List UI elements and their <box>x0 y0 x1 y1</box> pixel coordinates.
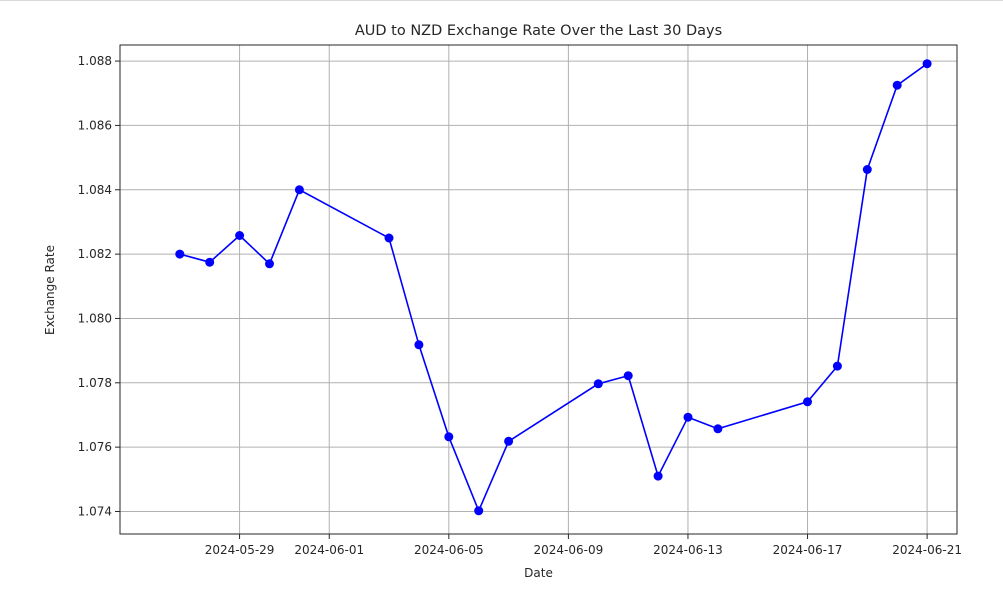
x-tick-label: 2024-06-13 <box>653 543 723 557</box>
data-point <box>504 436 514 446</box>
grid-lines <box>120 45 957 534</box>
y-axis-label: Exchange Rate <box>43 245 57 335</box>
data-point <box>623 371 633 381</box>
y-tick-label: 1.078 <box>78 376 112 390</box>
data-point <box>713 424 723 434</box>
data-point <box>892 80 902 90</box>
data-point <box>862 165 872 174</box>
x-tick-label: 2024-05-29 <box>205 543 275 557</box>
x-axis-label: Date <box>524 566 553 580</box>
data-point <box>593 379 603 389</box>
y-tick-label: 1.084 <box>78 183 112 197</box>
axis-tick-labels: 2024-05-29 2024-06-01 2024-06-05 2024-06-09… <box>78 54 962 557</box>
x-tick-label: 2024-06-05 <box>414 543 484 557</box>
series-line <box>179 63 928 513</box>
data-point <box>414 340 424 350</box>
data-point <box>205 257 215 267</box>
data-point <box>444 432 454 442</box>
data-point <box>832 361 842 371</box>
x-tick-label: 2024-06-01 <box>294 543 364 557</box>
data-point <box>653 471 663 481</box>
x-tick-label: 2024-06-21 <box>892 543 962 557</box>
y-tick-label: 1.082 <box>78 247 112 261</box>
y-tick-label: 1.076 <box>78 440 112 454</box>
chart-title: AUD to NZD Exchange Rate Over the Last 3… <box>355 23 722 39</box>
x-tick-label: 2024-06-09 <box>534 543 604 557</box>
plot-area-frame <box>119 44 958 535</box>
x-tick-label: 2024-06-17 <box>773 543 843 557</box>
data-point <box>235 231 245 240</box>
y-tick-label: 1.074 <box>78 504 112 518</box>
y-tick-label: 1.088 <box>78 54 112 68</box>
data-point <box>683 412 693 422</box>
data-point <box>384 233 394 243</box>
axis-ticks <box>115 60 928 539</box>
data-point <box>803 397 812 407</box>
y-tick-label: 1.080 <box>78 311 112 325</box>
y-tick-label: 1.086 <box>78 118 112 132</box>
data-point <box>922 59 932 69</box>
top-border <box>0 0 1003 1</box>
series-markers <box>175 59 932 516</box>
data-point <box>474 506 484 516</box>
data-point <box>265 259 274 269</box>
data-point <box>175 249 185 259</box>
data-point <box>294 185 304 195</box>
